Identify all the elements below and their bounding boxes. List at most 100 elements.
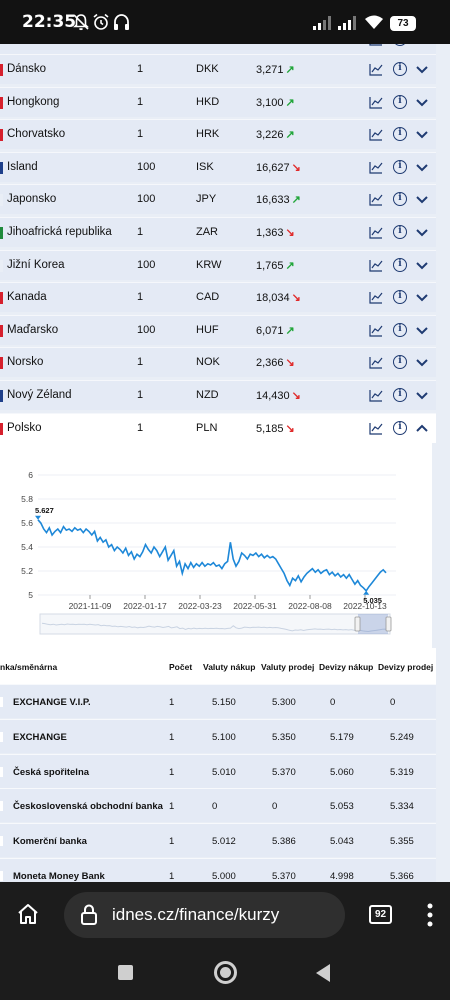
bank-name[interactable]: EXCHANGE V.I.P. — [13, 697, 91, 708]
navigator[interactable] — [39, 613, 391, 635]
navigator-handle-right[interactable] — [385, 616, 392, 632]
rate-value: 1,765 — [256, 259, 284, 272]
chart-icon[interactable] — [369, 324, 383, 337]
chevron-down-icon[interactable] — [415, 225, 429, 239]
currency-country[interactable]: Nový Zéland — [7, 389, 72, 401]
currency-row-partial[interactable]: i — [0, 44, 436, 54]
currency-code: JPY — [196, 193, 217, 206]
chart-icon[interactable] — [369, 422, 383, 435]
chevron-down-icon[interactable] — [415, 323, 429, 337]
bank-cash-buy: 5.012 — [212, 836, 236, 848]
bank-row[interactable]: Československá obchodní banka 1 0 0 5.053 5.3… — [0, 788, 436, 823]
currency-row[interactable]: Polsko 1 PLN 5,185 ↘ i — [0, 412, 436, 443]
info-icon[interactable]: i — [393, 62, 407, 76]
currency-row[interactable]: Chorvatsko 1 HRK 3,226 ↗ i — [0, 119, 436, 150]
y-tick-label: 5.4 — [21, 542, 33, 552]
chart-icon[interactable] — [369, 161, 383, 174]
info-icon[interactable]: i — [393, 420, 407, 435]
info-icon[interactable]: i — [393, 159, 407, 174]
home-button[interactable] — [214, 961, 237, 984]
currency-row[interactable]: Island 100 ISK 16,627 ↘ i — [0, 151, 436, 182]
recents-button[interactable] — [118, 965, 133, 980]
chevron-down-icon[interactable] — [415, 127, 429, 141]
currency-row[interactable]: Japonsko 100 JPY 16,633 ↗ i — [0, 184, 436, 215]
chart-icon[interactable] — [369, 356, 383, 369]
currency-row[interactable]: Maďarsko 100 HUF 6,071 ↗ i — [0, 314, 436, 345]
chevron-down-icon[interactable] — [415, 388, 429, 402]
chevron-down-icon[interactable] — [415, 160, 429, 174]
chart-icon[interactable] — [369, 63, 383, 76]
chart-icon[interactable] — [369, 193, 383, 206]
currency-row[interactable]: Kanada 1 CAD 18,034 ↘ i — [0, 282, 436, 313]
info-icon[interactable]: i — [393, 290, 407, 305]
currency-rate: 16,633 ↗ — [256, 193, 301, 206]
bank-row[interactable]: Moneta Money Bank 1 5.000 5.370 4.998 5.366 — [0, 858, 436, 882]
currency-row[interactable]: Hongkong 1 HKD 3,100 ↗ i — [0, 86, 436, 117]
navigator-selection[interactable] — [358, 614, 388, 634]
chevron-down-icon[interactable] — [415, 192, 429, 206]
bank-name[interactable]: Komerční banka — [13, 836, 87, 848]
chevron-up-icon[interactable] — [415, 421, 429, 435]
currency-country[interactable]: Jihoafrická republika — [7, 226, 112, 238]
info-icon[interactable]: i — [393, 355, 407, 370]
currency-row[interactable]: Jižní Korea 100 KRW 1,765 ↗ i — [0, 249, 436, 280]
chart-icon[interactable] — [369, 128, 383, 141]
currency-country[interactable]: Polsko — [7, 421, 42, 434]
bank-name[interactable]: Česká spořitelna — [13, 766, 90, 778]
currency-row[interactable]: Norsko 1 NOK 2,366 ↘ i — [0, 347, 436, 378]
info-icon[interactable]: i — [393, 257, 407, 272]
chart-icon[interactable] — [369, 259, 383, 272]
bank-name[interactable]: Moneta Money Bank — [13, 871, 105, 882]
system-nav-bar — [0, 950, 450, 1000]
info-icon[interactable]: i — [393, 388, 407, 402]
bank-count: 1 — [169, 871, 175, 882]
bank-row[interactable]: EXCHANGE V.I.P. 1 5.150 5.300 0 0 — [0, 684, 436, 718]
info-icon[interactable]: i — [393, 94, 407, 109]
chart-icon[interactable] — [369, 389, 383, 402]
chevron-down-icon[interactable] — [415, 44, 429, 46]
bank-name[interactable]: Československá obchodní banka — [13, 801, 163, 813]
currency-row[interactable]: Nový Zéland 1 NZD 14,430 ↘ i — [0, 380, 436, 410]
currency-country[interactable]: Dánsko — [7, 63, 46, 75]
chart-icon[interactable] — [369, 226, 383, 239]
flag-icon — [0, 227, 3, 239]
currency-country[interactable]: Maďarsko — [7, 323, 59, 336]
currency-country[interactable]: Hongkong — [7, 95, 60, 108]
notifications-off-icon — [73, 14, 89, 31]
chevron-down-icon[interactable] — [415, 95, 429, 109]
chevron-down-icon[interactable] — [415, 290, 429, 304]
rate-value: 5,185 — [256, 422, 284, 435]
info-icon[interactable]: i — [393, 192, 407, 207]
chevron-down-icon[interactable] — [415, 62, 429, 76]
more-menu-icon[interactable] — [426, 902, 434, 928]
info-icon[interactable]: i — [393, 322, 407, 337]
chevron-down-icon[interactable] — [415, 258, 429, 272]
url-bar[interactable]: idnes.cz/finance/kurzy — [64, 892, 345, 938]
info-icon[interactable]: i — [393, 44, 407, 46]
chevron-down-icon[interactable] — [415, 355, 429, 369]
chart-icon[interactable] — [369, 96, 383, 109]
home-icon[interactable] — [16, 902, 40, 926]
tab-switcher-button[interactable]: 92 — [369, 905, 392, 924]
currency-row[interactable]: Dánsko 1 DKK 3,271 ↗ i — [0, 54, 436, 84]
bank-row[interactable]: Česká spořitelna 1 5.010 5.370 5.060 5.319 — [0, 753, 436, 788]
bank-row[interactable]: EXCHANGE 1 5.100 5.350 5.179 5.249 — [0, 718, 436, 753]
bank-row[interactable]: Komerční banka 1 5.012 5.386 5.043 5.355 — [0, 823, 436, 858]
currency-country[interactable]: Island — [7, 160, 38, 173]
url-text[interactable]: idnes.cz/finance/kurzy — [112, 905, 280, 924]
navigator-handle-left[interactable] — [354, 616, 361, 632]
lock-icon[interactable] — [80, 904, 98, 926]
currency-code: ZAR — [196, 226, 218, 238]
chart-icon[interactable] — [369, 291, 383, 304]
info-icon[interactable]: i — [393, 127, 407, 142]
currency-country[interactable]: Chorvatsko — [7, 128, 66, 141]
back-button[interactable] — [314, 963, 332, 983]
currency-row[interactable]: Jihoafrická republika 1 ZAR 1,363 ↘ i — [0, 217, 436, 247]
currency-country[interactable]: Japonsko — [7, 193, 57, 206]
currency-country[interactable]: Jižní Korea — [7, 258, 65, 271]
chart-icon[interactable] — [369, 44, 383, 46]
currency-country[interactable]: Kanada — [7, 291, 47, 304]
bank-name[interactable]: EXCHANGE — [13, 731, 67, 743]
info-icon[interactable]: i — [393, 225, 407, 239]
currency-country[interactable]: Norsko — [7, 356, 44, 369]
